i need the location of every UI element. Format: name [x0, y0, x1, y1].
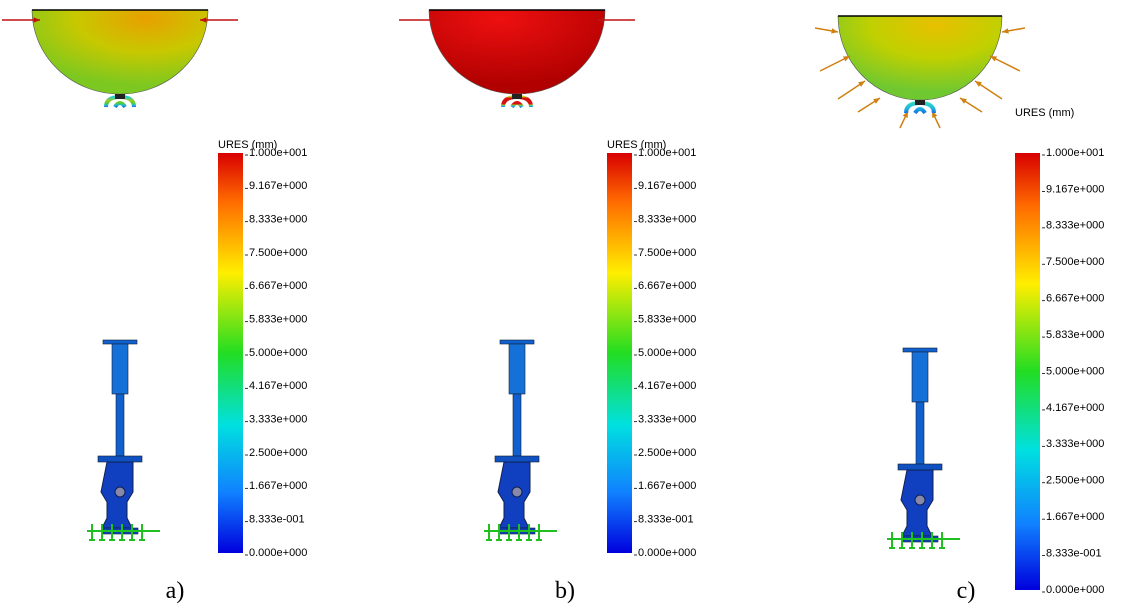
panel: URES (mm)1.000e+0019.167e+0008.333e+0007…: [2, 10, 307, 604]
caption: b): [555, 578, 575, 604]
legend-tick-label: 9.167e+000: [638, 180, 696, 192]
pin: [512, 487, 522, 497]
color-bar: [607, 153, 632, 553]
plate: [500, 340, 534, 344]
legend-tick-label: 1.000e+001: [249, 147, 307, 159]
legend-tick-label: 4.167e+000: [1046, 402, 1104, 414]
legend-tick-label: 5.000e+000: [1046, 365, 1104, 377]
shaft: [116, 394, 124, 456]
legend-tick-label: 2.500e+000: [638, 447, 696, 459]
legend-tick-label: 1.000e+001: [638, 147, 696, 159]
legend-tick-label: 4.167e+000: [638, 380, 696, 392]
hub: [512, 94, 522, 99]
dome: [32, 10, 208, 94]
legend-tick-label: 8.333e-001: [1046, 547, 1102, 559]
shaft: [916, 402, 924, 464]
legend-tick-label: 8.333e+000: [1046, 220, 1104, 232]
legend-tick-label: 7.500e+000: [249, 247, 307, 259]
legend-tick-label: 7.500e+000: [1046, 256, 1104, 268]
hub: [915, 100, 925, 105]
panel: URES (mm)1.000e+0019.167e+0008.333e+0007…: [399, 10, 696, 604]
cylinder: [112, 344, 128, 394]
caption: c): [957, 578, 976, 604]
legend-tick-label: 2.500e+000: [249, 447, 307, 459]
color-bar: [1015, 153, 1040, 590]
plate: [103, 340, 137, 344]
legend-tick-label: 9.167e+000: [1046, 183, 1104, 195]
panel: URES (mm) 1.000e+001 9.167e+000 8.333e+000 7…: [815, 16, 1104, 604]
legend-tick-label: 7.500e+000: [638, 247, 696, 259]
legend-tick-label: 1.667e+000: [638, 480, 696, 492]
legend-tick-label: 2.500e+000: [1046, 475, 1104, 487]
legend-tick-label: 0.000e+000: [638, 547, 696, 559]
pin: [115, 487, 125, 497]
shaft: [513, 394, 521, 456]
legend-tick-label: 5.833e+000: [638, 314, 696, 326]
plate: [903, 348, 937, 352]
legend-tick-label: 0.000e+000: [1046, 584, 1104, 596]
flange: [495, 456, 539, 462]
legend-tick-label: 1.667e+000: [1046, 511, 1104, 523]
legend-tick-label: 8.333e+000: [249, 214, 307, 226]
legend-tick-label: 9.167e+000: [249, 180, 307, 192]
load-arrow-head: [1002, 28, 1009, 33]
load-arrow-head: [975, 81, 982, 87]
legend-tick-label: 3.333e+000: [638, 414, 696, 426]
load-arrow-head: [831, 28, 838, 33]
legend-tick-label: 1.000e+001: [1046, 147, 1104, 159]
legend-title: URES (mm): [1015, 107, 1074, 119]
legend-tick-label: 5.833e+000: [249, 314, 307, 326]
pin: [915, 495, 925, 505]
caption: a): [166, 578, 185, 604]
legend-tick-label: 5.000e+000: [249, 347, 307, 359]
legend-tick-label: 4.167e+000: [249, 380, 307, 392]
legend-tick-label: 1.667e+000: [249, 480, 307, 492]
legend-tick-label: 3.333e+000: [249, 414, 307, 426]
legend-tick-label: 6.667e+000: [1046, 293, 1104, 305]
dome: [838, 16, 1002, 100]
legend-tick-label: 6.667e+000: [638, 280, 696, 292]
legend-tick-label: 8.333e+000: [638, 214, 696, 226]
legend-tick-label: 8.333e-001: [638, 514, 694, 526]
cylinder: [912, 352, 928, 402]
legend-tick-label: 6.667e+000: [249, 280, 307, 292]
legend-tick-label: 8.333e-001: [249, 514, 305, 526]
legend-tick-label: 5.833e+000: [1046, 329, 1104, 341]
flange: [98, 456, 142, 462]
flange: [898, 464, 942, 470]
legend-tick-label: 5.000e+000: [638, 347, 696, 359]
color-bar: [218, 153, 243, 553]
hub: [115, 94, 125, 99]
figure: URES (mm) 1.000e+001 9.167e+000 8.333e+000 7…: [0, 0, 1129, 610]
dome: [429, 10, 605, 94]
legend-tick-label: 3.333e+000: [1046, 438, 1104, 450]
cylinder: [509, 344, 525, 394]
load-arrow-head: [858, 81, 865, 87]
legend-tick-label: 0.000e+000: [249, 547, 307, 559]
